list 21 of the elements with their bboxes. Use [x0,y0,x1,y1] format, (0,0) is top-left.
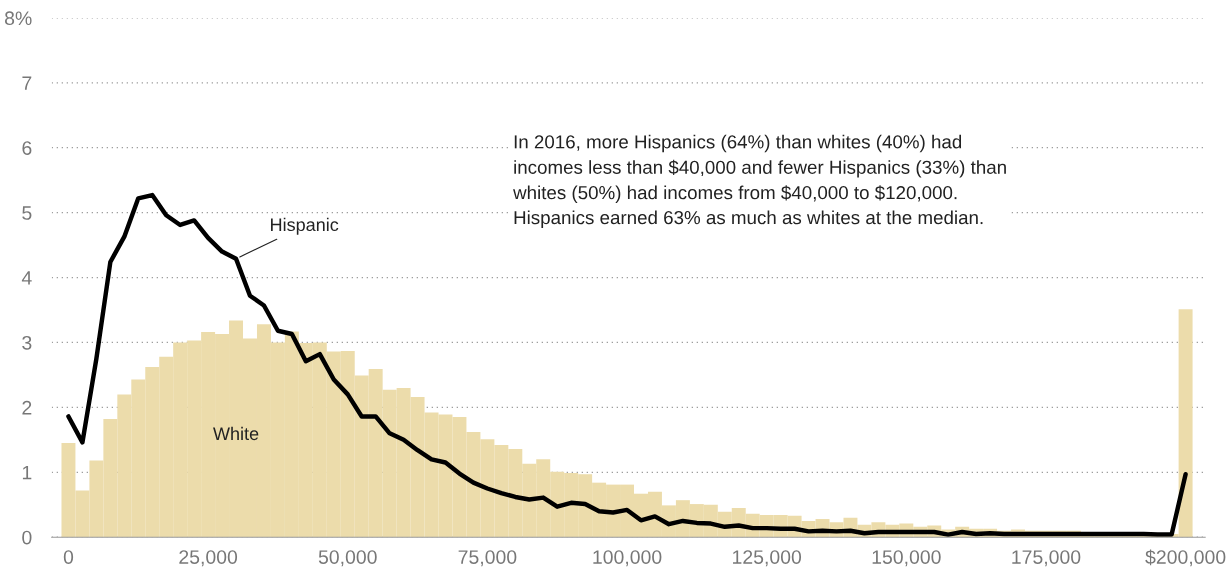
y-tick-label: 1 [22,465,32,480]
y-tick-label: 8% [5,11,32,26]
y-tick-label: 6 [22,141,32,155]
y-tick-label: 4 [21,271,32,285]
y-tick-label: 0 [22,530,32,545]
x-tick-label: 175,000 [1012,550,1081,567]
x-tick-label: 25,000 [179,550,238,567]
y-tick-label: 2 [22,400,32,415]
text: Hispanic [271,217,339,235]
x-tick-label: $200,000 [1145,549,1226,567]
x-tick-label: 100,000 [593,550,662,567]
x-tick-label: 0 [63,550,74,564]
series-label: White [213,426,259,441]
x-tick-label: 75,000 [458,550,517,567]
y-tick-label: 5 [22,206,32,220]
x-tick-label: 50,000 [318,550,377,567]
annotation: In 2016, more Hispanics (64%) than whites (40%) had incomes less than $40,000 and fewer Hispanics (33%) than whites (50%) had incomes from $40,000 to $120,000. Hispanics earned 63% as much as whites at the median. [513,134,1006,228]
y-tick-label: 7 [22,76,32,90]
y-tick-label: 3 [22,335,32,350]
x-tick-label: 150,000 [872,550,941,567]
x-tick-label: 125,000 [733,550,802,567]
